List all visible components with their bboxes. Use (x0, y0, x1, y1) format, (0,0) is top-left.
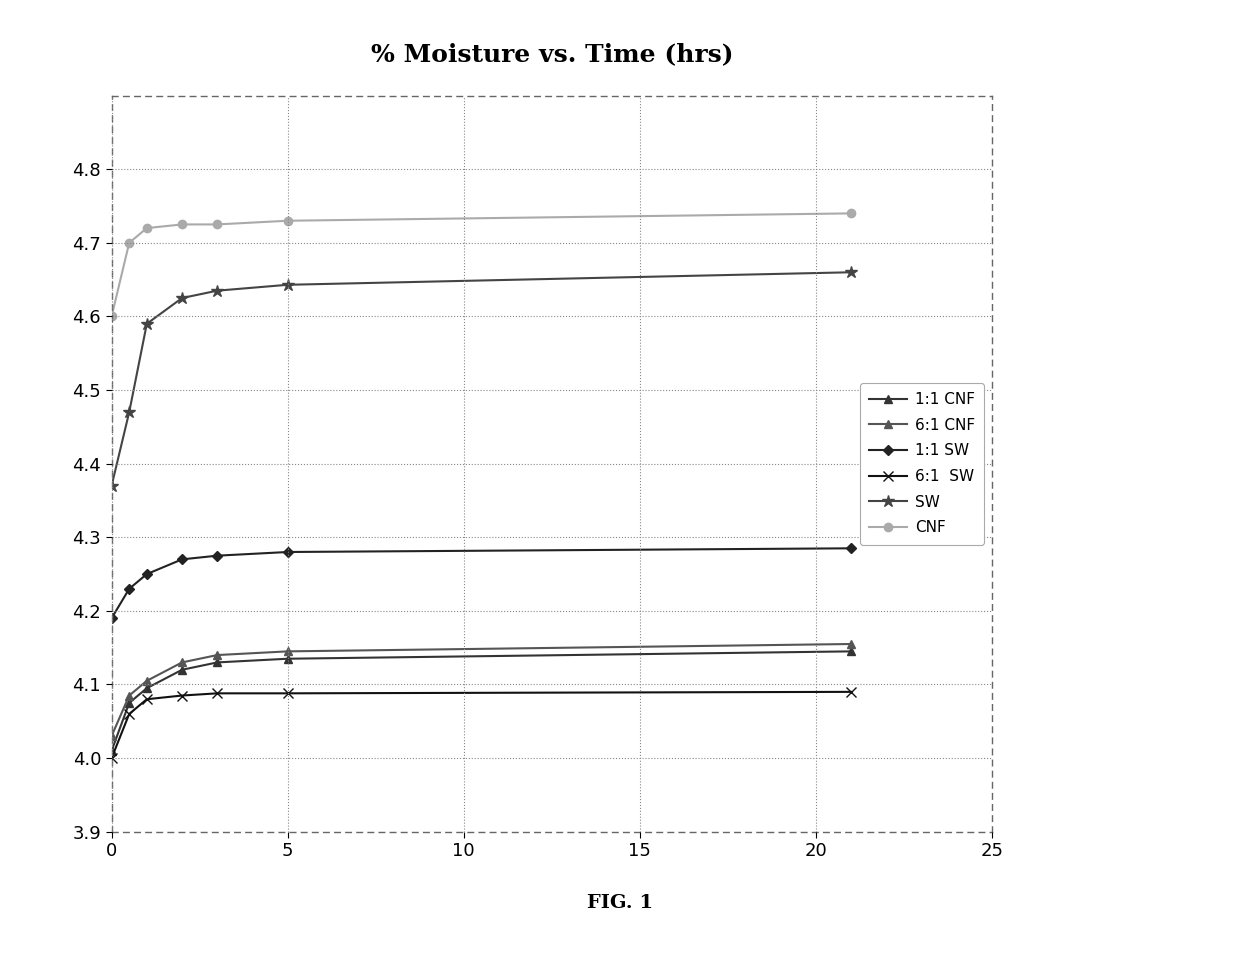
1:1 CNF (139, 683, 154, 694)
Line: 6:1 CNF: 6:1 CNF (108, 640, 856, 740)
6:1 CNF (139, 675, 154, 686)
Text: FIG. 1: FIG. 1 (587, 895, 653, 912)
6:1 CNF (843, 639, 858, 650)
1:1 CNF (104, 745, 119, 756)
Legend: 1:1 CNF, 6:1 CNF, 1:1 SW, 6:1  SW, SW, CNF: 1:1 CNF, 6:1 CNF, 1:1 SW, 6:1 SW, SW, CN… (861, 382, 985, 545)
SW (175, 293, 190, 304)
6:1  SW (139, 693, 154, 705)
1:1 SW (175, 554, 190, 565)
CNF (175, 219, 190, 230)
1:1 SW (104, 613, 119, 624)
SW (122, 406, 136, 418)
Line: 1:1 CNF: 1:1 CNF (108, 647, 856, 755)
1:1 SW (280, 546, 295, 557)
1:1 CNF (210, 657, 224, 668)
CNF (104, 311, 119, 322)
Line: 1:1 SW: 1:1 SW (108, 545, 854, 621)
6:1  SW (175, 690, 190, 702)
1:1 SW (210, 550, 224, 561)
6:1 CNF (122, 690, 136, 702)
Line: CNF: CNF (108, 209, 856, 320)
SW (843, 267, 858, 278)
CNF (210, 219, 224, 230)
Line: 6:1  SW: 6:1 SW (107, 687, 856, 763)
6:1  SW (122, 708, 136, 720)
1:1 CNF (122, 697, 136, 708)
6:1 CNF (175, 657, 190, 668)
6:1 CNF (210, 649, 224, 661)
CNF (139, 223, 154, 234)
1:1 SW (139, 568, 154, 579)
CNF (122, 237, 136, 249)
1:1 SW (843, 543, 858, 554)
CNF (280, 215, 295, 227)
1:1 CNF (843, 645, 858, 657)
6:1 CNF (280, 645, 295, 657)
6:1  SW (280, 687, 295, 699)
Line: SW: SW (105, 266, 857, 492)
1:1 CNF (175, 664, 190, 676)
6:1  SW (104, 752, 119, 764)
6:1  SW (843, 686, 858, 698)
SW (139, 318, 154, 330)
SW (210, 285, 224, 296)
6:1  SW (210, 687, 224, 699)
1:1 SW (122, 583, 136, 595)
1:1 CNF (280, 653, 295, 664)
SW (104, 480, 119, 491)
SW (280, 279, 295, 291)
CNF (843, 207, 858, 219)
6:1 CNF (104, 730, 119, 742)
Title: % Moisture vs. Time (hrs): % Moisture vs. Time (hrs) (371, 42, 733, 66)
